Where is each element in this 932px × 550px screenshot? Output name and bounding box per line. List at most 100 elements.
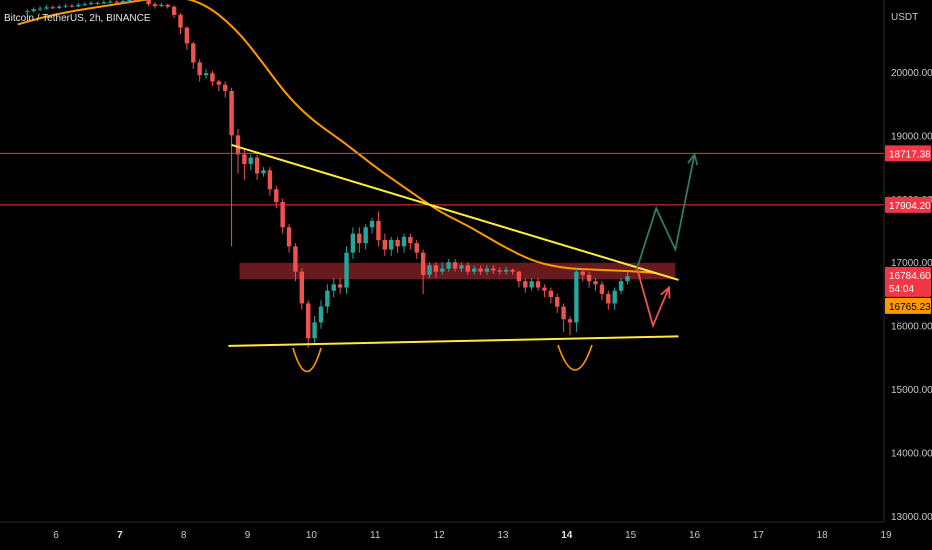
candle: [299, 268, 305, 310]
candle-body: [152, 4, 158, 7]
time-tick-label: 18: [817, 530, 829, 541]
candle-body: [248, 157, 253, 164]
candle: [446, 259, 451, 272]
candle: [606, 290, 611, 310]
candle: [165, 3, 170, 9]
candle: [50, 5, 56, 10]
candle: [286, 224, 292, 253]
candle: [146, 0, 151, 7]
candle: [56, 4, 62, 10]
candle: [101, 0, 107, 5]
moving-average-price-tag: [885, 297, 931, 314]
candle: [389, 236, 394, 256]
candle-body: [357, 233, 362, 244]
candle: [478, 265, 483, 275]
candle-body: [433, 265, 439, 272]
candle: [63, 3, 68, 8]
candle-body: [25, 11, 30, 13]
candle-body: [101, 2, 107, 4]
candle-body: [50, 7, 56, 9]
currency-label: USDT: [891, 12, 918, 23]
candle: [95, 1, 100, 5]
last-price-tag: [885, 266, 931, 297]
candle: [203, 68, 209, 79]
time-tick-label: 11: [370, 530, 381, 541]
candle-body: [491, 268, 496, 271]
candle-body: [465, 265, 471, 272]
candle-body: [510, 269, 515, 272]
candle: [37, 6, 43, 12]
candle-body: [76, 4, 81, 7]
bearish-projection-arrow[interactable]: [636, 268, 670, 329]
candle: [408, 233, 413, 250]
candle-body: [267, 170, 273, 190]
candle-body: [127, 0, 132, 1]
candle-body: [548, 290, 554, 298]
candle-body: [484, 268, 490, 272]
time-axis[interactable]: 6 7 8 9 10 11 12 13 14 15 16 17 18 19: [53, 530, 892, 541]
candle: [139, 0, 145, 2]
candle: [542, 284, 547, 298]
time-tick-label: 6: [53, 530, 59, 541]
candle: [337, 278, 343, 294]
candle-body: [146, 0, 151, 5]
candle: [420, 249, 426, 294]
time-tick-label: 12: [434, 530, 446, 541]
candle: [306, 300, 311, 348]
candle-body: [440, 268, 445, 272]
candle: [114, 0, 119, 4]
candle-body: [420, 252, 426, 275]
ascending-trendline[interactable]: [228, 335, 679, 347]
last-price-text: 16784.60: [889, 271, 931, 282]
descending-trendline[interactable]: [231, 143, 679, 281]
candle-body: [529, 281, 534, 288]
candle-body: [344, 252, 349, 288]
bullish-projection-arrow[interactable]: [636, 154, 696, 269]
time-tick-label: 9: [245, 530, 251, 541]
candle-body: [401, 236, 407, 247]
moving-average-line: [17, 0, 657, 274]
candle-body: [580, 271, 585, 275]
candle: [357, 227, 362, 253]
candle-body: [555, 297, 560, 307]
candle: [427, 262, 432, 279]
candle: [229, 87, 234, 247]
candle-body: [452, 262, 458, 269]
level-price-tag-text: 18717.38: [889, 149, 931, 160]
candle-body: [229, 91, 234, 136]
candle-body: [427, 265, 432, 275]
time-tick-label: 7: [117, 530, 123, 541]
candle-body: [503, 269, 509, 272]
candle-body: [171, 6, 177, 15]
candle-body: [446, 262, 451, 269]
candle: [223, 81, 228, 98]
candle-body: [561, 306, 566, 320]
candle: [108, 0, 113, 4]
candle: [235, 129, 241, 174]
candle-body: [44, 7, 49, 9]
candle: [210, 70, 215, 86]
time-tick-label: 14: [561, 530, 573, 541]
candle-body: [382, 240, 388, 250]
candle: [331, 278, 336, 298]
candle: [184, 26, 190, 50]
candle: [548, 287, 554, 304]
candle: [618, 278, 624, 294]
candle: [191, 41, 196, 69]
candle-body: [478, 268, 483, 272]
candle-body: [56, 6, 62, 8]
candle: [325, 284, 330, 313]
candle: [472, 265, 477, 275]
candle: [535, 278, 541, 291]
time-tick-label: 10: [306, 530, 318, 541]
candle-body: [306, 303, 311, 339]
candle: [580, 268, 585, 282]
candle-body: [606, 293, 611, 304]
candle: [254, 154, 260, 180]
candle-body: [159, 4, 164, 7]
candle-body: [472, 268, 477, 272]
bar-countdown-text: 54:04: [889, 284, 914, 295]
candle-body: [184, 27, 190, 44]
candle: [503, 267, 509, 275]
